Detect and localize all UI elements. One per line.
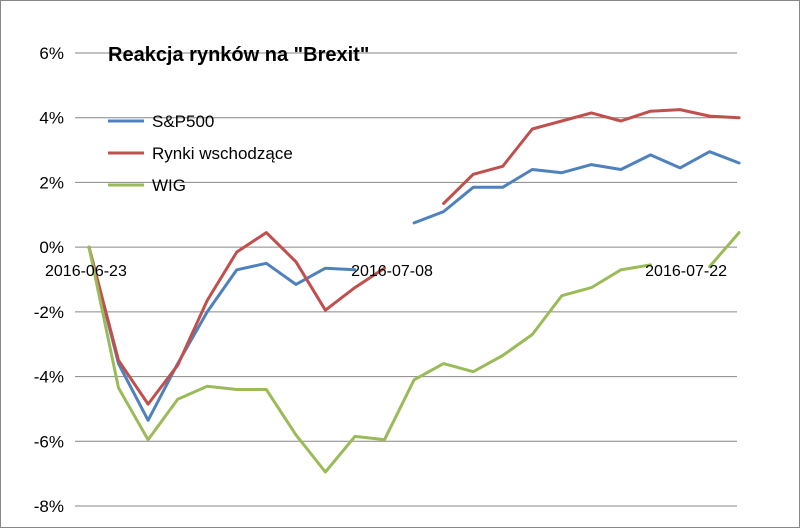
- y-tick-label: -6%: [34, 432, 64, 451]
- series-line: [87, 245, 652, 474]
- series-2: [87, 231, 741, 474]
- series-line: [87, 245, 357, 422]
- legend-label: Rynki wschodzące: [152, 144, 293, 163]
- legend-label: S&P500: [152, 112, 214, 131]
- x-tick-label: 2016-06-23: [45, 263, 127, 280]
- legend-item: Rynki wschodzące: [108, 144, 293, 163]
- y-tick-label: -8%: [34, 497, 64, 516]
- y-tick-label: -4%: [34, 368, 64, 387]
- series-line: [442, 108, 741, 205]
- legend: S&P500 Rynki wschodzące WIG: [108, 112, 293, 195]
- y-axis-ticks: 6% 4% 2% 0% -2% -4% -6% -8%: [34, 44, 64, 516]
- x-axis-labels: 2016-06-23 2016-07-08 2016-07-22: [45, 263, 727, 280]
- y-tick-label: 2%: [39, 173, 64, 192]
- series-0: [87, 150, 741, 422]
- chart-title: Reakcja rynków na "Brexit": [108, 44, 369, 66]
- y-tick-label: -2%: [34, 303, 64, 322]
- y-tick-label: 0%: [39, 238, 64, 257]
- x-tick-label: 2016-07-22: [645, 263, 727, 280]
- y-tick-label: 4%: [39, 109, 64, 128]
- legend-item: S&P500: [108, 112, 214, 131]
- legend-label: WIG: [152, 176, 186, 195]
- x-tick-label: 2016-07-08: [351, 263, 433, 280]
- series-line: [412, 150, 741, 225]
- series-1: [87, 108, 741, 406]
- series-line: [87, 231, 386, 406]
- y-tick-label: 6%: [39, 44, 64, 63]
- series-line: [708, 231, 741, 269]
- series-lines: [87, 108, 741, 474]
- legend-item: WIG: [108, 176, 186, 195]
